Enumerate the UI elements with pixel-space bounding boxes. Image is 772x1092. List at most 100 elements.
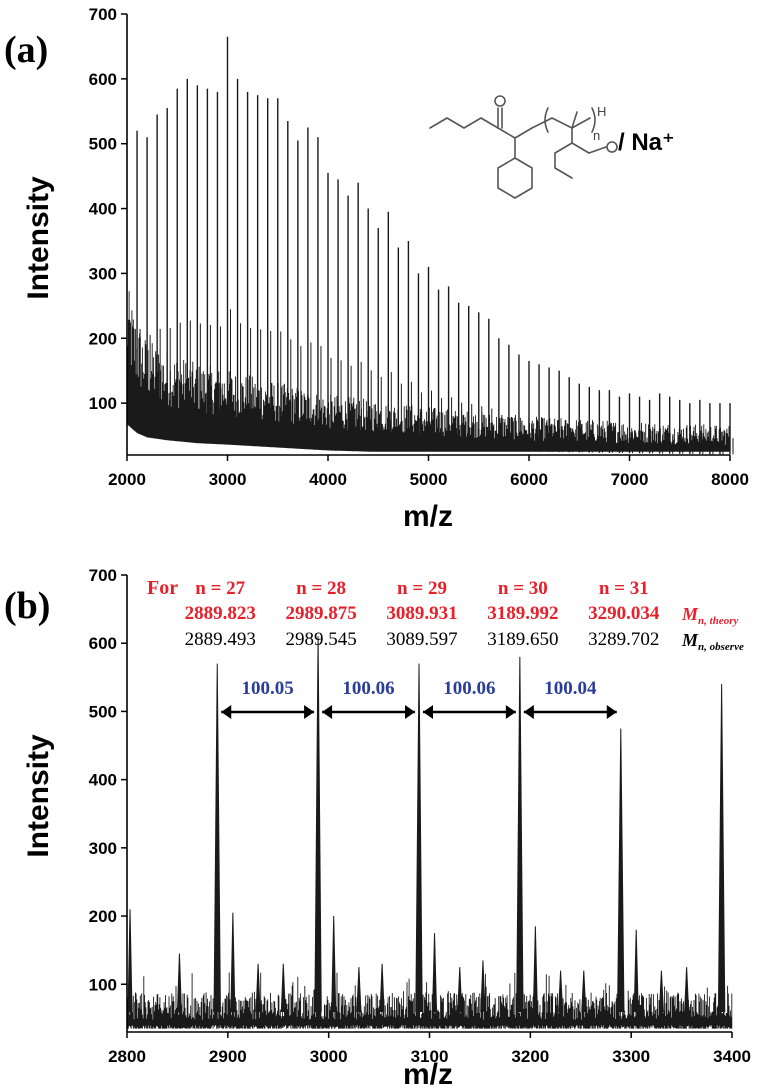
panel-b-peak <box>379 963 385 1013</box>
mn-observe-subscript: n, observe <box>698 641 744 653</box>
panel-b-peak <box>633 929 639 1013</box>
panel-b-peak <box>176 953 182 1013</box>
panel-a-x-tick-label: 5000 <box>410 470 448 489</box>
panel-b-x-tick-label: 2900 <box>209 1047 247 1066</box>
spacing-arrowhead-right <box>606 705 617 719</box>
panel-a-ylabel: Intensity <box>22 176 55 300</box>
panel-a-plot-area <box>126 36 734 455</box>
species-observed-mass: 3189.650 <box>487 629 558 650</box>
mn-theory-subscript: n, theory <box>698 615 738 627</box>
species-theory-mass: 2889.823 <box>185 603 256 624</box>
repeat-unit-bonds <box>531 117 591 129</box>
spacing-arrowhead-right <box>304 705 315 719</box>
spacing-arrowhead-right <box>505 705 516 719</box>
panel-b-peak <box>658 970 664 1013</box>
panel-b-plot-area <box>126 636 733 1029</box>
panel-a-x-tick-label: 7000 <box>611 470 649 489</box>
panel-b-peak <box>356 967 362 1013</box>
species-observed-mass: 2989.545 <box>285 629 356 650</box>
panel-a-y-tick-label: 300 <box>89 264 117 283</box>
ester-oxygen-atom <box>494 95 506 107</box>
panel-a-x-tick-label: 2000 <box>108 470 146 489</box>
panel-b-x-tick-label: 3100 <box>411 1047 449 1066</box>
methyl-bond <box>571 111 578 129</box>
panel-a-y-ticks: 100 200 300 400 500 600 700 <box>89 5 127 413</box>
species-theory-mass: 3189.992 <box>487 603 558 624</box>
species-theory-mass: 3290.034 <box>588 603 660 624</box>
panel-a-x-ticks: 2000 3000 4000 5000 6000 7000 8000 <box>108 455 749 489</box>
repeat-bracket-left <box>544 107 549 133</box>
panel-a-y-tick-label: 200 <box>89 329 117 348</box>
spacing-label: 100.04 <box>544 678 597 699</box>
panel-b-peak <box>532 926 538 1013</box>
methyl-ester-oxygen-atom <box>606 141 618 153</box>
species-observed-mass: 3289.702 <box>588 629 659 650</box>
panel-b-peak <box>127 909 133 1013</box>
mn-observe-symbol: M <box>681 630 699 650</box>
panel-b-y-tick-label: 100 <box>89 975 117 994</box>
for-label: For <box>147 577 178 599</box>
mn-theory-symbol: M <box>681 604 699 624</box>
mn-theory-label: Mn, theory <box>681 604 738 627</box>
panel-b-peak <box>415 663 423 1013</box>
spacing-arrowhead-left <box>523 705 534 719</box>
panel-b-peak <box>255 963 261 1013</box>
panel-b: (b) Intensity m/z 100200300400500600700 … <box>4 566 751 1091</box>
panel-b-peak <box>314 636 322 1013</box>
species-n-label: n = 28 <box>296 578 346 599</box>
panel-b-x-tick-label: 3400 <box>713 1047 751 1066</box>
methyl-ester-bonds <box>571 127 590 154</box>
panel-b-x-tick-label: 3200 <box>511 1047 549 1066</box>
backbone-bonds <box>497 127 533 139</box>
species-n-label: n = 31 <box>599 578 649 599</box>
ester-ethyl-chain <box>429 117 499 129</box>
panel-b-peak <box>230 912 236 1013</box>
spacing-arrowhead-left <box>322 705 333 719</box>
panel-b-y-tick-label: 200 <box>89 907 117 926</box>
panel-a-x-tick-label: 3000 <box>209 470 247 489</box>
panel-b-y-tick-label: 300 <box>89 839 117 858</box>
panel-a-x-tick-label: 8000 <box>711 470 749 489</box>
panel-b-y-ticks: 100 200 300 400 500 600 700 <box>89 566 127 994</box>
panel-b-y-tick-label: 500 <box>89 702 117 721</box>
spacing-label: 100.06 <box>342 678 394 699</box>
spacing-arrowhead-left <box>221 705 232 719</box>
spacing-label: 100.06 <box>443 678 495 699</box>
sodium-adduct-label: / Na⁺ <box>618 129 675 156</box>
panel-b-peak <box>558 970 564 1013</box>
panel-a-y-tick-label: 400 <box>89 200 117 219</box>
panel-b-peak <box>581 970 587 1013</box>
species-n-label: n = 30 <box>498 578 548 599</box>
h-end-label: H <box>597 104 606 119</box>
panel-b-peak <box>280 963 286 1013</box>
panel-b-annotations: n = 27 2889.823 2889.493 n = 28 2989.875 2989… <box>185 578 660 719</box>
repeat-count-label: n <box>593 128 600 143</box>
panel-b-x-tick-label: 3000 <box>310 1047 348 1066</box>
panel-b-label: (b) <box>4 585 50 627</box>
panel-b-peak <box>432 933 438 1013</box>
chemical-structure <box>429 95 618 199</box>
panel-b-x-ticks: 2800 2900 3000 3100 3200 3300 3400 <box>108 1032 751 1066</box>
panel-a: (a) Intensity m/z 100200300400500600700 … <box>4 5 749 533</box>
spacing-arrowhead-left <box>423 705 434 719</box>
panel-b-peak <box>331 916 337 1013</box>
methyl-ester-carbonyl <box>588 146 607 154</box>
mn-observe-label: Mn, observe <box>681 630 744 653</box>
panel-a-y-tick-label: 700 <box>89 5 117 24</box>
spacing-arrowhead-right <box>405 705 416 719</box>
panel-b-x-tick-label: 2800 <box>108 1047 146 1066</box>
panel-a-x-tick-label: 4000 <box>309 470 347 489</box>
species-theory-mass: 3089.931 <box>386 603 457 624</box>
panel-b-peak <box>213 663 221 1013</box>
panel-a-label: (a) <box>4 29 48 71</box>
panel-a-xlabel: m/z <box>403 500 453 533</box>
panel-a-y-tick-label: 500 <box>89 135 117 154</box>
species-theory-mass: 2989.875 <box>285 603 356 624</box>
panel-b-y-tick-label: 400 <box>89 771 117 790</box>
panel-b-peak <box>684 967 690 1013</box>
panel-b-peak <box>617 728 625 1013</box>
panel-a-x-tick-label: 6000 <box>510 470 548 489</box>
panel-b-peak <box>457 967 463 1013</box>
phenyl-ring <box>497 157 533 199</box>
